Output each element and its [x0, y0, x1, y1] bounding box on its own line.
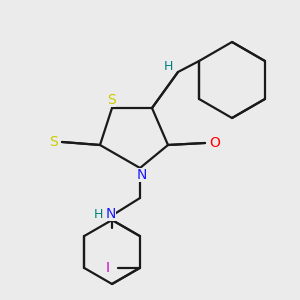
Text: O: O [210, 136, 220, 150]
Text: S: S [108, 93, 116, 107]
Text: H: H [163, 61, 173, 74]
Text: H: H [93, 208, 103, 220]
Text: N: N [137, 168, 147, 182]
Text: S: S [50, 135, 58, 149]
Text: N: N [106, 207, 116, 221]
Text: I: I [106, 261, 110, 275]
